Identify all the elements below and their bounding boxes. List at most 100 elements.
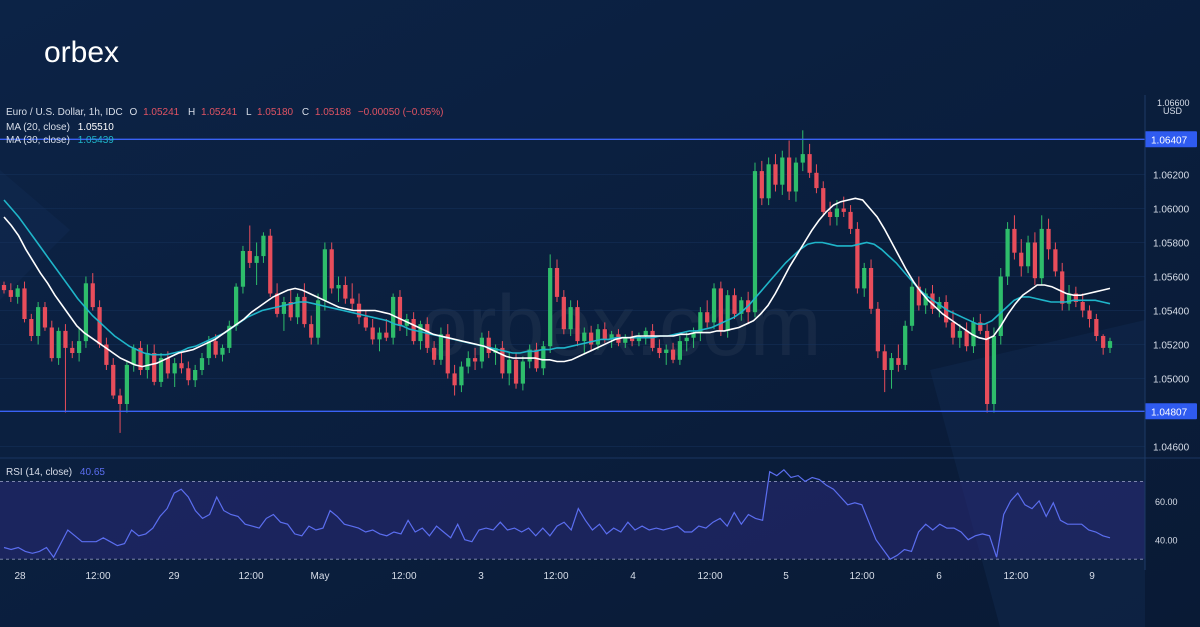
candles [1, 130, 1113, 433]
candle-body [548, 268, 553, 347]
candle-body [643, 330, 648, 336]
candle-body [274, 293, 280, 314]
candle-body [875, 308, 880, 352]
candle-body [909, 286, 915, 326]
support-resistance-levels: 1.06407 1.04807 [0, 131, 1197, 420]
candle-body [650, 330, 655, 348]
price-tick-label: 1.05200 [1153, 341, 1190, 352]
candle-body [903, 325, 908, 365]
candle-body [889, 358, 894, 370]
candle-body [459, 366, 464, 386]
candle-body [152, 353, 157, 382]
level-label: 1.06407 [1151, 135, 1188, 146]
candle-body [397, 296, 403, 326]
ma20-legend: MA (20, close) 1.05510 [6, 122, 114, 133]
rsi-panel: 60.00 40.00 [0, 457, 1200, 560]
candle-body [486, 337, 491, 353]
candle-body [220, 347, 225, 355]
candle-body [582, 332, 587, 342]
candle-body [821, 188, 826, 212]
candle-body [623, 337, 628, 343]
candle-body [193, 370, 198, 381]
time-tick-label: 12:00 [238, 571, 263, 582]
currency-label: USD [1163, 106, 1183, 116]
candle-body [131, 347, 136, 365]
candle-body [807, 154, 812, 173]
candle-body [1012, 228, 1017, 253]
candle-body [780, 157, 785, 185]
price-tick-label: 1.05400 [1153, 307, 1190, 318]
candle-body [1025, 242, 1031, 267]
candle-body [350, 298, 355, 304]
candle-body [1053, 249, 1058, 272]
ma30-value: 1.05439 [78, 135, 115, 146]
legend: Euro / U.S. Dollar, 1h, IDC O 1.05241 H … [6, 107, 443, 478]
candle-body [568, 307, 573, 330]
candle-body [691, 332, 696, 338]
change-value: −0.00050 (−0.05%) [358, 107, 444, 118]
candle-body [930, 293, 935, 309]
candle-body [42, 307, 48, 328]
price-axis: 1.06200 1.06000 1.05800 1.05600 1.05400 1.052… [1144, 95, 1190, 570]
candle-body [15, 288, 20, 297]
candle-body [561, 296, 566, 330]
price-tick-label: 1.04600 [1153, 443, 1190, 454]
candle-body [315, 300, 321, 338]
ma20-value: 1.05510 [78, 122, 115, 133]
time-tick-label: 12:00 [1003, 571, 1028, 582]
candle-body [998, 276, 1003, 336]
candle-body [56, 330, 61, 359]
candle-body [124, 364, 130, 404]
candle-body [370, 327, 375, 340]
time-tick-label: 5 [783, 571, 789, 582]
candle-body [36, 307, 41, 336]
candle-body [1005, 228, 1010, 277]
candle-body [800, 154, 805, 163]
candle-body [500, 347, 505, 374]
candle-body [186, 368, 191, 381]
candle-body [90, 283, 95, 308]
candle-body [384, 332, 389, 338]
candle-body [431, 347, 437, 360]
candle-body [117, 395, 123, 404]
candle-body [322, 249, 327, 301]
candle-body [923, 293, 928, 306]
rsi-tick-label: 60.00 [1155, 497, 1178, 507]
level-badge [1145, 131, 1197, 148]
candle-body [138, 347, 143, 370]
candle-body [227, 325, 232, 348]
candle-body [70, 347, 75, 353]
decorative-shape [0, 170, 70, 300]
candle-body [718, 288, 723, 331]
candle-body [677, 341, 683, 360]
time-tick-label: 12:00 [85, 571, 110, 582]
candle-body [213, 341, 218, 355]
candle-body [309, 324, 314, 338]
candle-body [1, 285, 7, 291]
candle-body [554, 268, 560, 297]
candle-body [391, 296, 396, 338]
candle-body [575, 307, 580, 342]
candle-body [739, 300, 744, 314]
candle-body [1094, 319, 1099, 336]
candle-body [916, 286, 921, 306]
candle-body [1019, 252, 1024, 267]
candle-body [759, 171, 764, 199]
high-value: 1.05241 [201, 107, 238, 118]
candle-body [589, 332, 594, 345]
candle-body [329, 249, 334, 289]
candle-body [991, 336, 997, 404]
time-tick-label: 28 [14, 571, 26, 582]
candle-body [247, 251, 252, 263]
candle-body [49, 327, 54, 359]
ma30-line [3, 199, 1111, 356]
candle-body [165, 358, 170, 374]
candle-body [513, 359, 519, 384]
time-tick-label: 12:00 [697, 571, 722, 582]
candle-body [793, 162, 799, 192]
candle-body [602, 329, 607, 340]
candle-body [1039, 228, 1044, 279]
candle-body [957, 330, 962, 338]
